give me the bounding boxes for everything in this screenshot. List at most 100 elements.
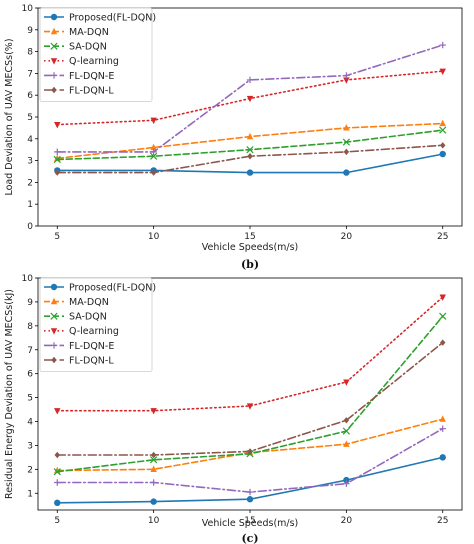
series-fl-dqn-e bbox=[54, 425, 446, 496]
y-tick-label: 2 bbox=[27, 178, 33, 188]
marker-triangle-down bbox=[343, 77, 350, 84]
marker-diamond bbox=[440, 339, 446, 346]
marker-diamond bbox=[150, 169, 157, 176]
y-tick-label: 10 bbox=[22, 274, 34, 284]
y-tick-label: 5 bbox=[27, 394, 33, 404]
chart-panel-1: 0 1 2 3 4 5 6 7 8 9 10 5 10 15 20 25 Vehicle Speeds(m/s)… bbox=[4, 4, 463, 271]
marker-circle bbox=[150, 498, 157, 505]
marker-plus bbox=[54, 479, 61, 486]
legend-item: FL-DQN-E bbox=[44, 341, 114, 352]
marker-circle bbox=[246, 169, 254, 176]
series-fl-dqn-e bbox=[54, 41, 446, 156]
legend-label: Q-learning bbox=[69, 326, 119, 337]
x-tick-label: 5 bbox=[54, 516, 60, 526]
marker-x bbox=[53, 155, 61, 164]
marker-plus bbox=[150, 148, 157, 156]
marker-triangle-down bbox=[54, 122, 61, 129]
marker-triangle-down bbox=[54, 408, 61, 415]
y-tick-label: 3 bbox=[27, 441, 33, 451]
y-tick-label: 4 bbox=[27, 135, 33, 145]
marker-triangle-up bbox=[150, 143, 157, 151]
marker-diamond bbox=[51, 86, 57, 94]
legend-item: Q-learning bbox=[44, 326, 119, 337]
y-tick-label: 10 bbox=[22, 4, 34, 14]
marker-x bbox=[150, 152, 158, 160]
marker-triangle-up bbox=[343, 440, 350, 447]
marker-plus bbox=[343, 480, 350, 487]
marker-plus bbox=[50, 342, 58, 349]
marker-diamond bbox=[440, 142, 446, 149]
series-q-learning bbox=[54, 294, 446, 415]
marker-triangle-down bbox=[50, 328, 58, 335]
marker-diamond bbox=[51, 356, 57, 364]
chart-caption: (b) bbox=[241, 258, 259, 271]
marker-circle bbox=[50, 283, 58, 291]
marker-diamond bbox=[247, 448, 253, 455]
marker-x bbox=[53, 468, 61, 476]
legend-label: FL-DQN-L bbox=[69, 85, 114, 96]
marker-plus bbox=[246, 488, 254, 496]
marker-triangle-up bbox=[439, 415, 446, 422]
y-tick-label: 4 bbox=[27, 418, 33, 428]
marker-diamond bbox=[247, 153, 253, 160]
legend-item: Proposed(FL-DQN) bbox=[44, 12, 156, 23]
x-axis-label: Vehicle Speeds(m/s) bbox=[202, 518, 299, 529]
marker-triangle-down bbox=[439, 68, 446, 76]
y-tick-label: 8 bbox=[27, 322, 33, 332]
series-line bbox=[56, 427, 444, 493]
legend: Proposed(FL-DQN) MA-DQN SA-DQN Q-learning FL… bbox=[39, 7, 156, 102]
marker-triangle-up bbox=[246, 132, 254, 140]
legend-label: MA-DQN bbox=[69, 297, 109, 308]
y-tick-label: 5 bbox=[27, 113, 33, 123]
x-tick-label: 15 bbox=[244, 516, 255, 526]
marker-plus bbox=[246, 76, 254, 84]
marker-triangle-up bbox=[50, 297, 58, 305]
marker-diamond bbox=[343, 417, 350, 424]
legend-label: Proposed(FL-DQN) bbox=[69, 12, 156, 23]
marker-circle bbox=[50, 13, 58, 21]
legend-item: MA-DQN bbox=[44, 297, 109, 308]
marker-circle bbox=[54, 499, 61, 507]
marker-circle bbox=[439, 454, 446, 461]
marker-triangle-up bbox=[439, 119, 446, 127]
legend-item: FL-DQN-L bbox=[44, 355, 114, 366]
marker-triangle-down bbox=[343, 379, 350, 386]
marker-triangle-down bbox=[246, 95, 254, 103]
y-tick-label: 3 bbox=[27, 157, 33, 167]
legend-item: FL-DQN-E bbox=[44, 71, 114, 82]
series-fl-dqn-l bbox=[54, 339, 446, 459]
y-tick-label: 7 bbox=[27, 346, 33, 356]
marker-plus bbox=[439, 425, 446, 432]
legend-item: Proposed(FL-DQN) bbox=[44, 282, 156, 293]
marker-triangle-down bbox=[150, 408, 157, 415]
legend-item: SA-DQN bbox=[44, 312, 107, 323]
marker-x bbox=[50, 312, 58, 320]
y-tick-label: 6 bbox=[27, 370, 33, 380]
marker-diamond bbox=[54, 451, 60, 459]
y-tick-label: 2 bbox=[27, 465, 33, 475]
legend-label: FL-DQN-E bbox=[69, 341, 114, 352]
marker-x bbox=[342, 138, 350, 146]
x-tick-label: 15 bbox=[244, 232, 255, 242]
marker-x bbox=[439, 126, 447, 134]
marker-triangle-up bbox=[150, 465, 157, 472]
y-tick-label: 6 bbox=[27, 91, 33, 101]
marker-triangle-down bbox=[150, 117, 157, 125]
y-tick-label: 1 bbox=[27, 200, 33, 210]
x-tick-label: 25 bbox=[437, 516, 448, 526]
marker-circle bbox=[439, 150, 446, 158]
legend-label: MA-DQN bbox=[69, 27, 109, 38]
legend-label: SA-DQN bbox=[69, 312, 107, 323]
chart-caption: (c) bbox=[241, 532, 258, 544]
x-tick-label: 20 bbox=[341, 232, 353, 242]
marker-plus bbox=[343, 72, 350, 79]
marker-x bbox=[50, 42, 58, 50]
marker-triangle-down bbox=[50, 58, 58, 65]
marker-triangle-up bbox=[343, 124, 350, 131]
series-fl-dqn-l bbox=[54, 142, 446, 176]
marker-plus bbox=[439, 41, 446, 49]
marker-plus bbox=[150, 479, 157, 486]
marker-x bbox=[342, 427, 350, 435]
